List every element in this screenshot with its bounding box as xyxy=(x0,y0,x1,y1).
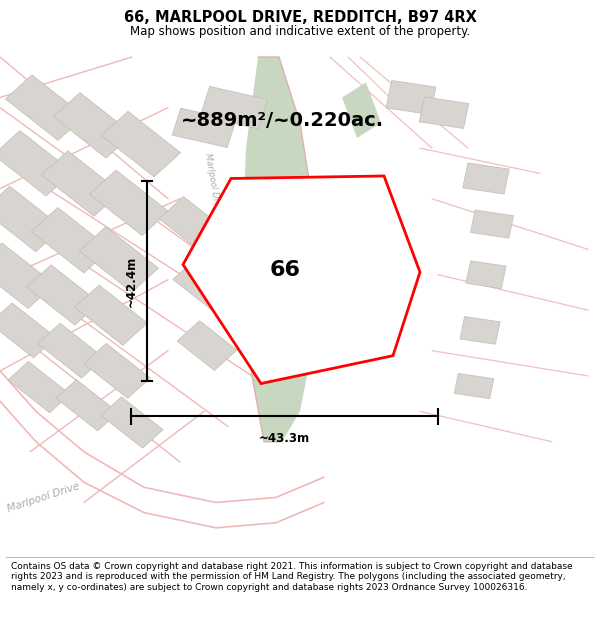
Polygon shape xyxy=(101,397,163,448)
Text: ~43.3m: ~43.3m xyxy=(259,432,310,444)
Polygon shape xyxy=(38,323,104,378)
Polygon shape xyxy=(342,82,381,138)
Polygon shape xyxy=(101,111,181,177)
Polygon shape xyxy=(243,57,318,442)
Polygon shape xyxy=(200,86,268,129)
Polygon shape xyxy=(419,97,469,129)
Polygon shape xyxy=(74,285,148,345)
Polygon shape xyxy=(0,243,55,309)
Polygon shape xyxy=(89,170,169,236)
Polygon shape xyxy=(0,303,56,358)
Polygon shape xyxy=(463,163,509,194)
Polygon shape xyxy=(31,208,110,273)
Polygon shape xyxy=(0,131,73,196)
Polygon shape xyxy=(183,176,420,384)
Polygon shape xyxy=(460,316,500,344)
Polygon shape xyxy=(172,108,236,148)
Polygon shape xyxy=(386,81,436,114)
Polygon shape xyxy=(454,374,494,399)
Text: Marlpool Drive: Marlpool Drive xyxy=(5,481,81,514)
Text: Marlpool Drive: Marlpool Drive xyxy=(203,152,223,214)
Polygon shape xyxy=(0,186,62,252)
Polygon shape xyxy=(5,75,85,141)
Polygon shape xyxy=(56,379,118,431)
Polygon shape xyxy=(466,261,506,289)
Polygon shape xyxy=(84,343,150,398)
Polygon shape xyxy=(79,227,158,292)
Text: ~42.4m: ~42.4m xyxy=(125,256,138,307)
Polygon shape xyxy=(41,151,121,216)
Text: ~889m²/~0.220ac.: ~889m²/~0.220ac. xyxy=(181,111,383,130)
Polygon shape xyxy=(26,265,100,325)
Polygon shape xyxy=(8,361,70,413)
Text: Map shows position and indicative extent of the property.: Map shows position and indicative extent… xyxy=(130,26,470,39)
Polygon shape xyxy=(53,92,133,158)
Polygon shape xyxy=(173,259,235,311)
Polygon shape xyxy=(177,321,237,371)
Text: 66: 66 xyxy=(269,259,301,279)
Text: Contains OS data © Crown copyright and database right 2021. This information is : Contains OS data © Crown copyright and d… xyxy=(11,562,572,591)
Polygon shape xyxy=(159,196,225,252)
Polygon shape xyxy=(470,210,514,238)
Text: 66, MARLPOOL DRIVE, REDDITCH, B97 4RX: 66, MARLPOOL DRIVE, REDDITCH, B97 4RX xyxy=(124,10,476,25)
